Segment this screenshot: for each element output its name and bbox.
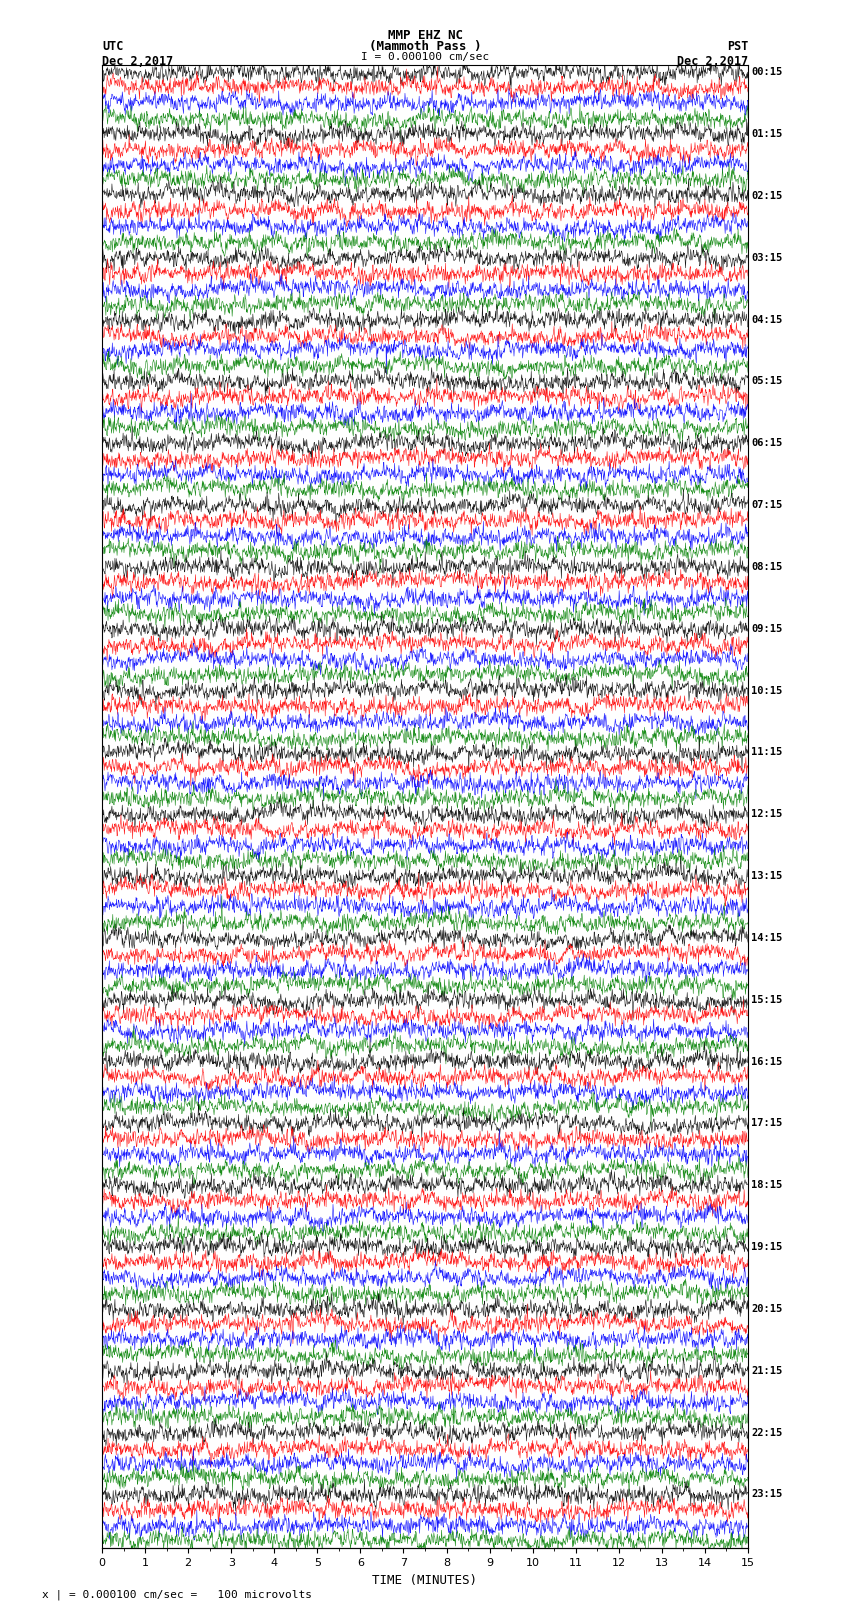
Text: 12:15: 12:15: [751, 810, 783, 819]
Text: I = 0.000100 cm/sec: I = 0.000100 cm/sec: [361, 52, 489, 61]
Text: 10:15: 10:15: [751, 686, 783, 695]
Text: x | = 0.000100 cm/sec =   100 microvolts: x | = 0.000100 cm/sec = 100 microvolts: [42, 1589, 313, 1600]
Text: PST
Dec 2,2017: PST Dec 2,2017: [677, 40, 748, 68]
Text: 00:15: 00:15: [751, 68, 783, 77]
Text: 08:15: 08:15: [751, 561, 783, 573]
Text: 02:15: 02:15: [751, 190, 783, 202]
Text: MMP EHZ NC: MMP EHZ NC: [388, 29, 462, 42]
Text: 13:15: 13:15: [751, 871, 783, 881]
Text: 05:15: 05:15: [751, 376, 783, 387]
Text: 04:15: 04:15: [751, 315, 783, 324]
Text: 19:15: 19:15: [751, 1242, 783, 1252]
Text: UTC
Dec 2,2017: UTC Dec 2,2017: [102, 40, 173, 68]
Text: 01:15: 01:15: [751, 129, 783, 139]
Text: 06:15: 06:15: [751, 439, 783, 448]
Text: 03:15: 03:15: [751, 253, 783, 263]
Text: 09:15: 09:15: [751, 624, 783, 634]
Text: (Mammoth Pass ): (Mammoth Pass ): [369, 40, 481, 53]
Text: 20:15: 20:15: [751, 1303, 783, 1315]
Text: 11:15: 11:15: [751, 747, 783, 758]
Text: 22:15: 22:15: [751, 1428, 783, 1437]
Text: 18:15: 18:15: [751, 1181, 783, 1190]
Text: 14:15: 14:15: [751, 932, 783, 944]
Text: 23:15: 23:15: [751, 1489, 783, 1500]
Text: 15:15: 15:15: [751, 995, 783, 1005]
Text: 21:15: 21:15: [751, 1366, 783, 1376]
Text: 16:15: 16:15: [751, 1057, 783, 1066]
Text: 07:15: 07:15: [751, 500, 783, 510]
X-axis label: TIME (MINUTES): TIME (MINUTES): [372, 1574, 478, 1587]
Text: 17:15: 17:15: [751, 1118, 783, 1129]
